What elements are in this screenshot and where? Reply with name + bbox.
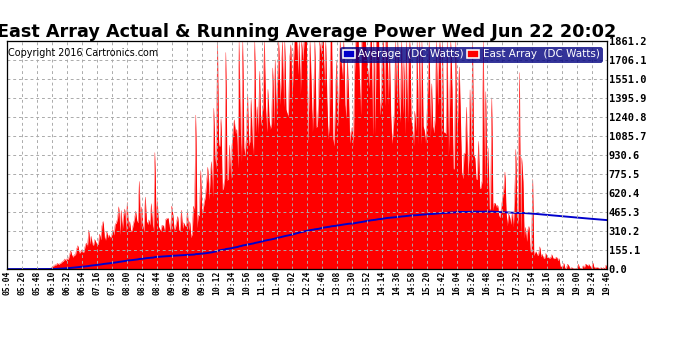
Title: East Array Actual & Running Average Power Wed Jun 22 20:02: East Array Actual & Running Average Powe… [0,23,617,41]
Legend: Average  (DC Watts), East Array  (DC Watts): Average (DC Watts), East Array (DC Watts… [340,47,602,62]
Text: Copyright 2016 Cartronics.com: Copyright 2016 Cartronics.com [8,48,158,58]
